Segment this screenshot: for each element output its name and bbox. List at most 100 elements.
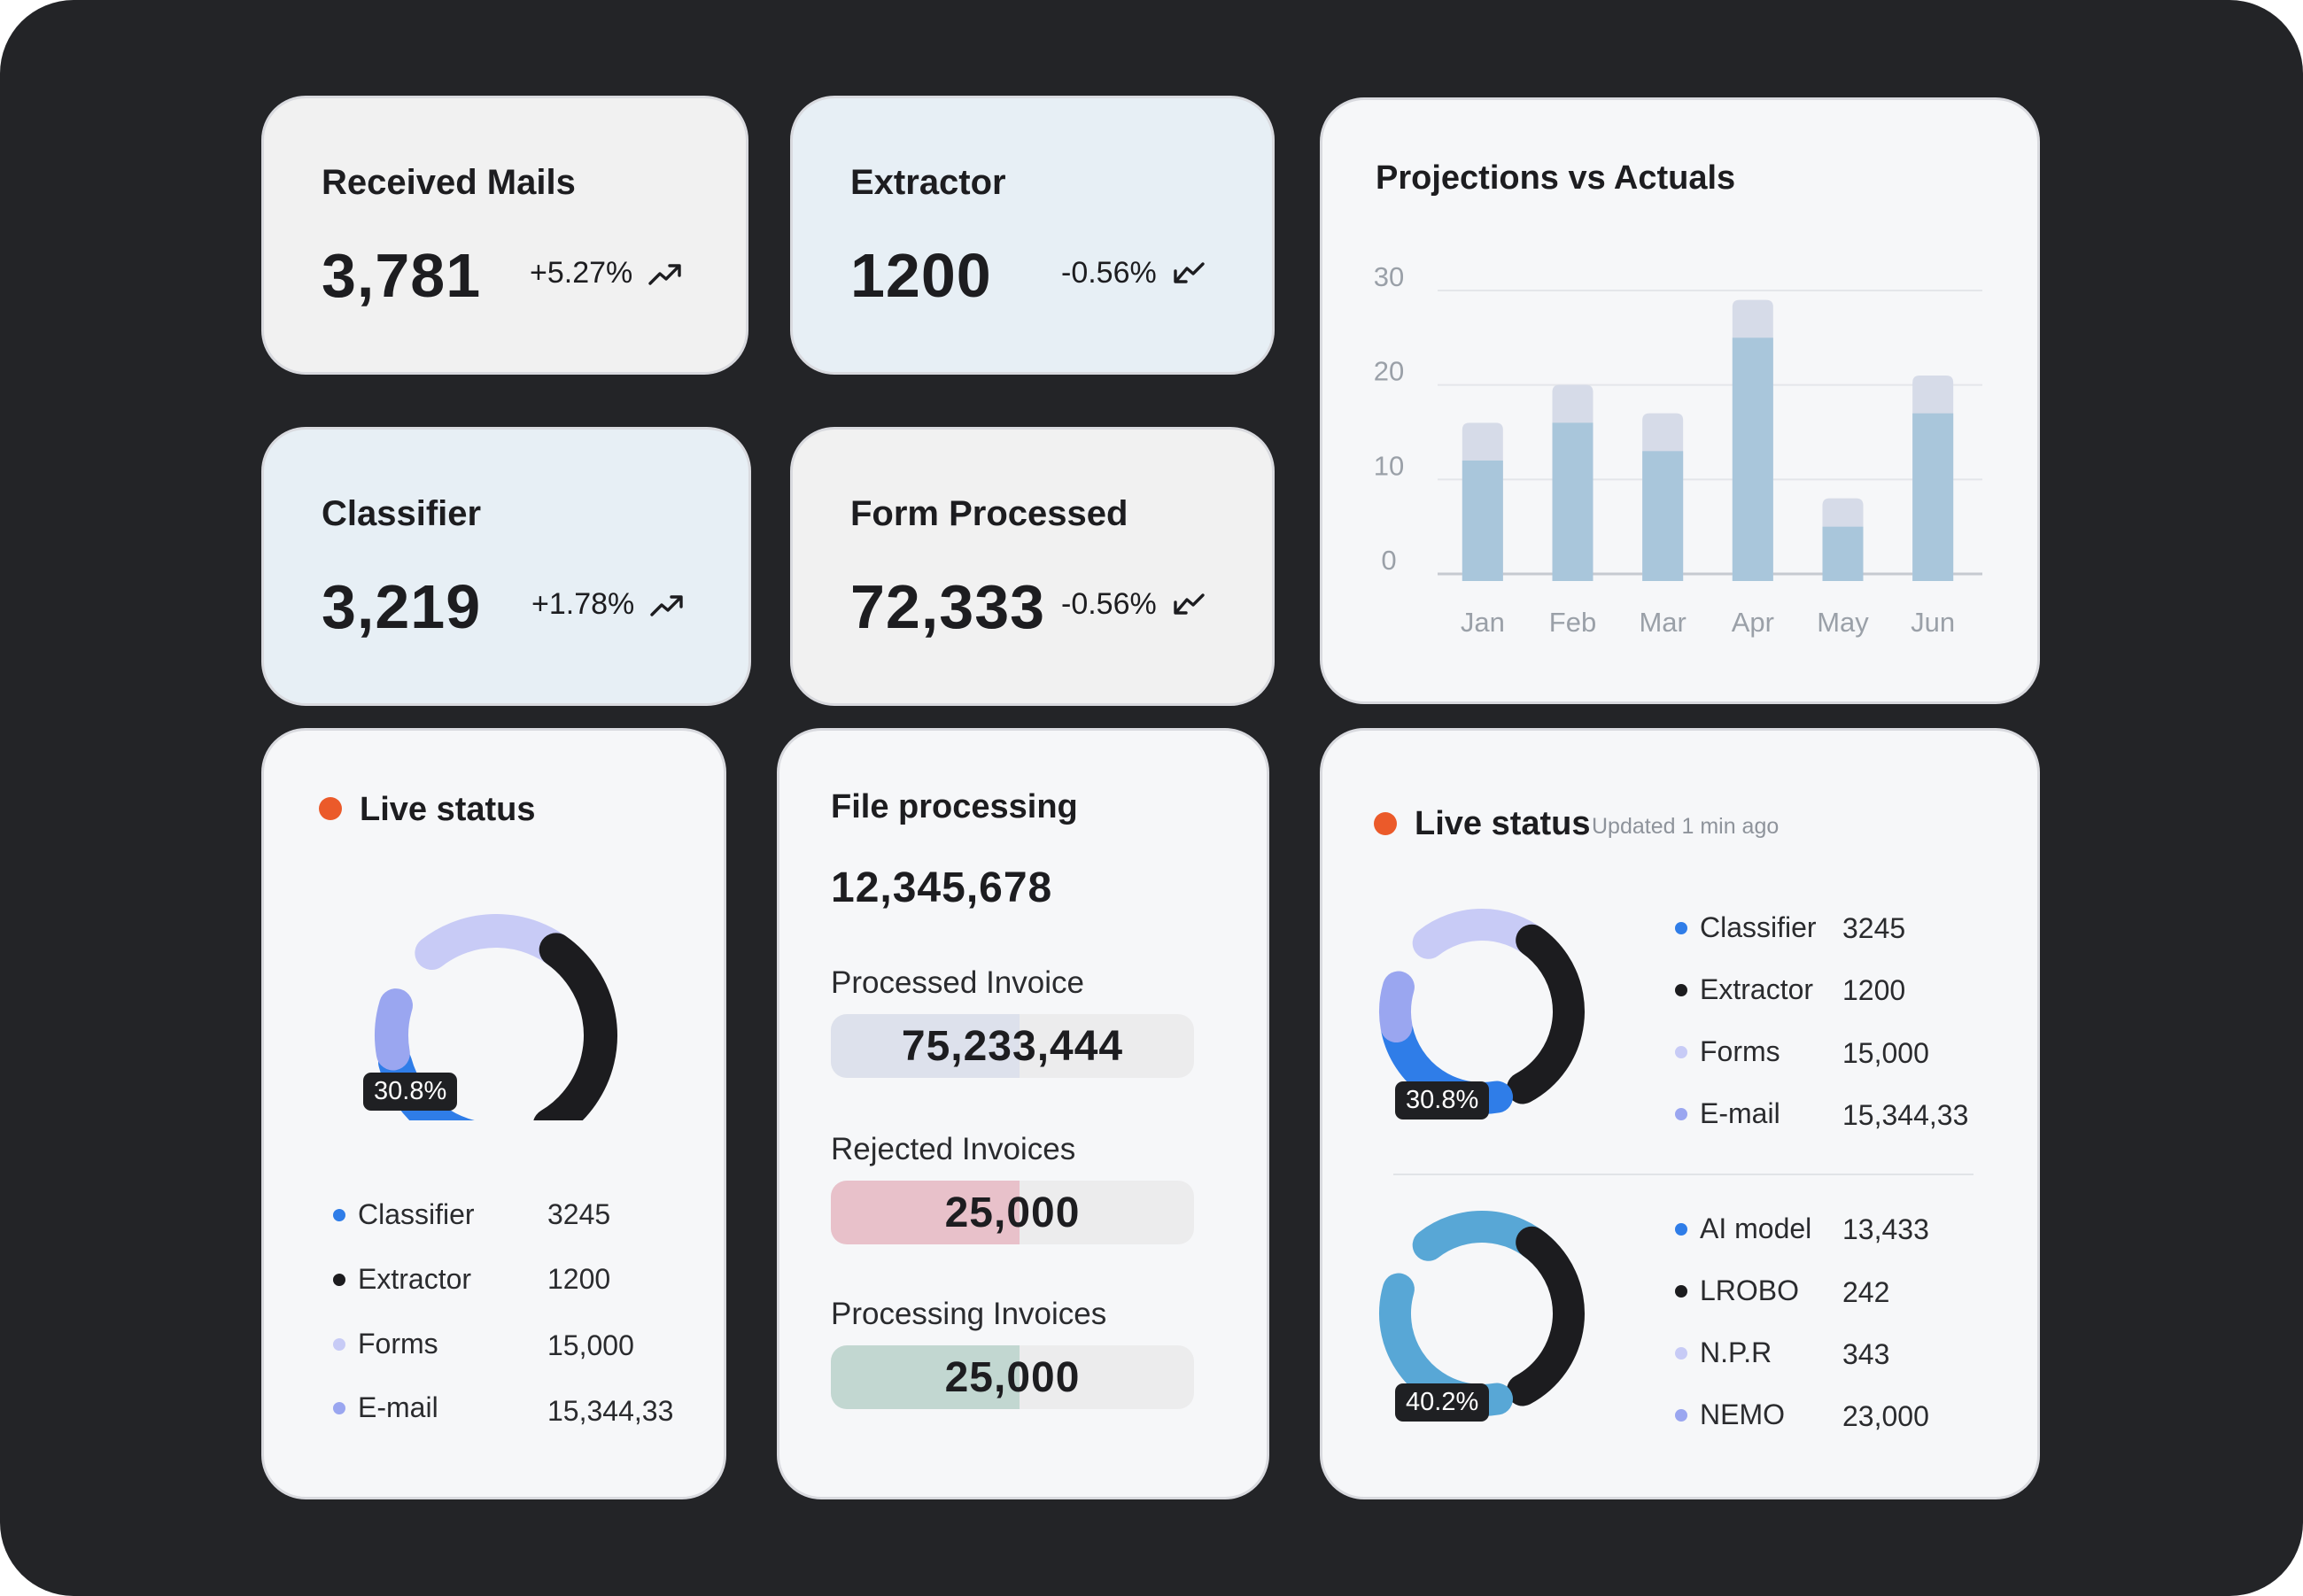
file-processing-title: File processing xyxy=(831,788,1078,825)
legend-dot xyxy=(333,1337,345,1351)
legend-value: 15,344,33 xyxy=(547,1395,674,1427)
donut-chart-right-top xyxy=(1379,908,1586,1114)
legend-value: 15,000 xyxy=(547,1329,634,1361)
classifier-card[interactable]: Classifier 3,219 +1.78% xyxy=(261,427,751,706)
live-dot xyxy=(1374,812,1397,835)
legend-label: Extractor xyxy=(358,1263,472,1295)
legend-item: AI model xyxy=(1675,1212,1811,1245)
x-tick-label: Feb xyxy=(1549,607,1596,638)
legend-label: Forms xyxy=(358,1328,438,1360)
bar-actual xyxy=(1642,451,1684,581)
legend-label: LROBO xyxy=(1700,1274,1800,1306)
donut-badge-left: 30.8% xyxy=(363,1073,458,1111)
legend-value: 242 xyxy=(1842,1276,1890,1308)
live-status-card-left: Live status 30.8% Classifier 3245 Extrac… xyxy=(261,728,726,1499)
donut-segment-extractor xyxy=(1379,908,1585,1114)
legend-item: N.P.R xyxy=(1675,1336,1772,1369)
x-tick-label: Apr xyxy=(1732,607,1774,638)
y-tick-label: 10 xyxy=(1374,450,1404,481)
received-mails-change: +5.27% xyxy=(530,256,682,291)
live-status-title: Live status xyxy=(1415,805,1591,842)
legend-label: NEMO xyxy=(1700,1398,1785,1430)
legend-dot xyxy=(333,1273,345,1286)
y-tick-label: 30 xyxy=(1374,261,1404,292)
bar-actual xyxy=(1552,422,1593,581)
legend-value: 3245 xyxy=(1842,912,1906,944)
legend-value: 1200 xyxy=(1842,974,1906,1006)
legend-label: Classifier xyxy=(358,1198,475,1230)
received-mails-card[interactable]: Received Mails 3,781 +5.27% xyxy=(261,96,748,375)
extractor-change: -0.56% xyxy=(1061,256,1206,291)
donut-segment-lrobo xyxy=(1379,1211,1585,1416)
legend-value: 13,433 xyxy=(1842,1213,1929,1245)
donut-badge-right-top: 30.8% xyxy=(1395,1081,1490,1120)
form-processed-card[interactable]: Form Processed 72,333 -0.56% xyxy=(790,427,1275,706)
extractor-change-text: -0.56% xyxy=(1061,256,1157,290)
classifier-change-text: +1.78% xyxy=(531,587,635,621)
legend-item: Classifier xyxy=(1675,911,1817,944)
rejected-invoices-value: 25,000 xyxy=(944,1189,1081,1236)
legend-label: Classifier xyxy=(1700,911,1817,943)
x-tick-label: Jun xyxy=(1911,607,1955,638)
legend-item: Extractor xyxy=(333,1263,471,1296)
classifier-title: Classifier xyxy=(322,494,482,533)
trend-up-icon xyxy=(648,263,681,285)
legend-value: 15,000 xyxy=(1842,1037,1929,1069)
bar-actual xyxy=(1912,413,1954,581)
extractor-title: Extractor xyxy=(850,163,1006,202)
processing-invoices-fill xyxy=(831,1345,1020,1409)
file-processing-card: File processing 12,345,678 Processed Inv… xyxy=(777,728,1269,1499)
classifier-change: +1.78% xyxy=(531,587,684,622)
donut-chart-left xyxy=(375,914,617,1120)
classifier-value: 3,219 xyxy=(322,572,482,641)
donut-segment-npr xyxy=(1379,1211,1585,1416)
legend-label: E-mail xyxy=(358,1391,438,1423)
legend-dot xyxy=(1675,921,1687,934)
rejected-invoices-bar: 25,000 xyxy=(831,1181,1194,1244)
legend-item: Forms xyxy=(333,1328,438,1360)
bar-actual xyxy=(1462,461,1503,581)
x-tick-label: May xyxy=(1817,607,1869,638)
legend-dot xyxy=(1675,1107,1687,1120)
legend-dot xyxy=(1675,1408,1687,1422)
section-divider xyxy=(1393,1174,1973,1175)
legend-item: E-mail xyxy=(333,1391,438,1424)
legend-dot xyxy=(1675,1284,1687,1298)
legend-item: Forms xyxy=(1675,1035,1780,1068)
legend-item: E-mail xyxy=(1675,1097,1780,1130)
rejected-invoices-fill xyxy=(831,1181,1020,1244)
received-mails-title: Received Mails xyxy=(322,163,576,202)
received-mails-change-text: +5.27% xyxy=(530,256,633,290)
legend-dot xyxy=(1675,1222,1687,1236)
processed-invoice-value: 75,233,444 xyxy=(901,1022,1124,1070)
legend-label: E-mail xyxy=(1700,1097,1780,1129)
chart-title: Projections vs Actuals xyxy=(1376,159,1736,197)
processing-invoices-bar: 25,000 xyxy=(831,1345,1194,1409)
legend-dot xyxy=(333,1401,345,1414)
donut-segment-email xyxy=(375,914,617,1120)
live-dot xyxy=(319,797,342,820)
trend-down-icon xyxy=(1174,261,1205,283)
donut-badge-right-bottom: 40.2% xyxy=(1395,1383,1490,1422)
legend-label: N.P.R xyxy=(1700,1336,1772,1368)
live-status-title: Live status xyxy=(360,791,536,828)
form-processed-change-text: -0.56% xyxy=(1061,587,1157,621)
legend-dot xyxy=(1675,1346,1687,1360)
processing-invoices-value: 25,000 xyxy=(944,1353,1081,1401)
donut-segment-forms xyxy=(1379,909,1585,1114)
legend-value: 1200 xyxy=(547,1263,611,1295)
y-tick-label: 20 xyxy=(1374,356,1404,387)
rejected-invoices-label: Rejected Invoices xyxy=(831,1132,1076,1166)
legend-dot xyxy=(333,1208,345,1221)
form-processed-title: Form Processed xyxy=(850,494,1128,533)
legend-item: LROBO xyxy=(1675,1274,1799,1307)
extractor-card[interactable]: Extractor 1200 -0.56% xyxy=(790,96,1275,375)
form-processed-value: 72,333 xyxy=(850,572,1046,641)
legend-dot xyxy=(1675,983,1687,996)
live-status-card-right: Live status Updated 1 min ago 30.8% Clas… xyxy=(1320,728,2040,1499)
bar-chart: 30 20 10 0 Jan Feb Mar Apr May Jun xyxy=(1374,261,1982,638)
projections-chart-card: Projections vs Actuals 30 20 10 0 Jan Feb Mar A… xyxy=(1320,97,2040,704)
legend-label: Extractor xyxy=(1700,973,1814,1005)
legend-value: 343 xyxy=(1842,1338,1890,1370)
legend-item: Classifier xyxy=(333,1198,475,1231)
